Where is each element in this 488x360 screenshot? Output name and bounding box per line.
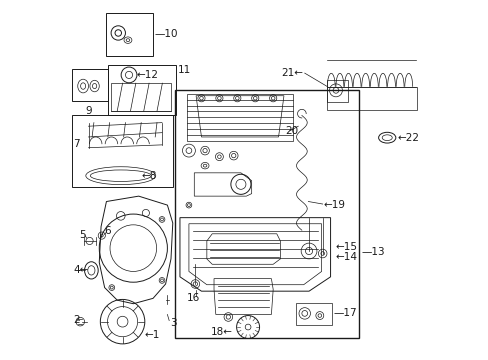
Text: 2: 2 (73, 315, 80, 325)
Text: ←1: ←1 (144, 330, 160, 340)
Bar (326, 87, 416, 110)
Bar (106, 13, 153, 56)
Text: 16: 16 (187, 293, 200, 303)
Text: 6: 6 (104, 226, 110, 236)
Bar (108, 65, 176, 116)
Text: ←12: ←12 (137, 70, 159, 80)
Text: 21←: 21← (281, 68, 303, 78)
Text: ←15: ←15 (335, 242, 357, 252)
Bar (72, 116, 172, 187)
Text: —13: —13 (360, 247, 384, 257)
Text: —17: —17 (333, 309, 356, 318)
Text: ←19: ←19 (323, 200, 345, 210)
Bar (295, 303, 332, 325)
Text: 11: 11 (177, 65, 190, 75)
Text: —10: —10 (155, 29, 178, 39)
Text: 5: 5 (79, 230, 85, 239)
Text: 7: 7 (73, 139, 80, 149)
Bar (174, 90, 359, 338)
Bar (187, 94, 292, 140)
Text: ←22: ←22 (396, 133, 418, 143)
Text: 9: 9 (85, 107, 92, 117)
Bar (111, 83, 171, 111)
Text: ←8: ←8 (141, 171, 156, 181)
Text: ←14: ←14 (335, 252, 357, 262)
Text: 20: 20 (285, 126, 298, 135)
Bar (326, 80, 348, 102)
Text: 3: 3 (169, 318, 176, 328)
Text: 18←: 18← (211, 327, 233, 337)
Bar (72, 69, 108, 101)
Text: 4←: 4← (73, 265, 88, 275)
